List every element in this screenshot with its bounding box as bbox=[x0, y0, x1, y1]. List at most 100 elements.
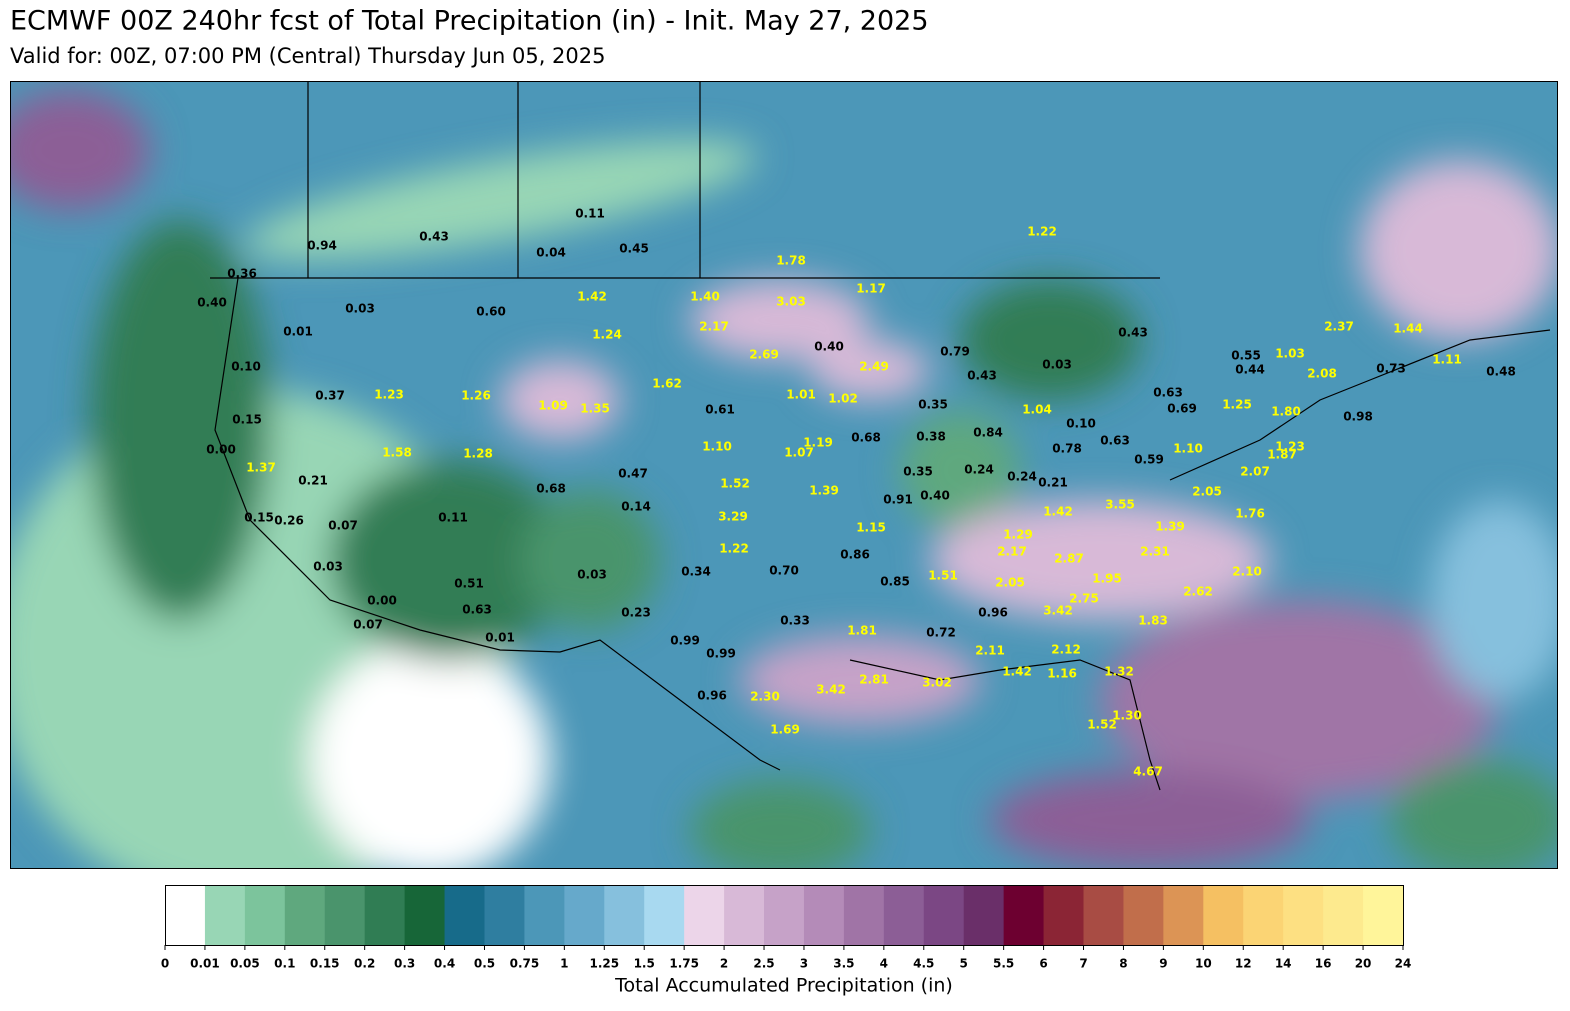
colorbar-segment bbox=[204, 885, 246, 945]
title: ECMWF 00Z 240hr fcst of Total Precipitat… bbox=[10, 6, 929, 37]
map-value-label: 1.52 bbox=[720, 477, 750, 491]
map-value-label: 0.03 bbox=[345, 302, 375, 316]
map-value-label: 0.04 bbox=[536, 246, 566, 260]
map-value-label: 1.42 bbox=[1043, 505, 1073, 519]
map-value-label: 1.39 bbox=[809, 484, 839, 498]
map-value-label: 4.67 bbox=[1133, 765, 1163, 779]
colorbar-tick-label: 16 bbox=[1315, 957, 1332, 971]
map-value-label: 0.35 bbox=[903, 465, 933, 479]
colorbar-tick-label: 8 bbox=[1119, 957, 1127, 971]
map-value-label: 3.55 bbox=[1105, 498, 1135, 512]
colorbar-segment bbox=[1043, 885, 1085, 945]
map-value-label: 1.17 bbox=[856, 282, 886, 296]
map-value-label: 0.99 bbox=[706, 647, 736, 661]
colorbar-tick-label: 3 bbox=[800, 957, 808, 971]
map-value-label: 0.68 bbox=[536, 482, 566, 496]
colorbar-tick-label: 1.75 bbox=[669, 957, 699, 971]
colorbar-tick-label: 0.3 bbox=[394, 957, 415, 971]
map-value-label: 0.94 bbox=[307, 239, 337, 253]
colorbar-tick-label: 0.1 bbox=[274, 957, 295, 971]
colorbar-segment bbox=[803, 885, 845, 945]
map-value-label: 0.43 bbox=[967, 369, 997, 383]
map-value-label: 1.11 bbox=[1432, 353, 1462, 367]
map-value-label: 2.75 bbox=[1069, 592, 1099, 606]
colorbar-tick-label: 0.05 bbox=[230, 957, 260, 971]
colorbar-segment bbox=[564, 885, 605, 945]
colorbar-tick-label: 14 bbox=[1275, 957, 1292, 971]
map-value-label: 2.30 bbox=[750, 690, 780, 704]
colorbar-segment bbox=[724, 885, 765, 945]
map-value-label: 1.39 bbox=[1155, 520, 1185, 534]
colorbar-segment bbox=[324, 885, 366, 945]
map-value-label: 2.17 bbox=[997, 545, 1027, 559]
map-value-label: 0.15 bbox=[244, 511, 274, 525]
map-value-label: 1.29 bbox=[1003, 528, 1033, 542]
map-value-label: 0.03 bbox=[1042, 358, 1072, 372]
map-value-label: 0.00 bbox=[206, 443, 236, 457]
colorbar-segment bbox=[684, 885, 725, 945]
map-value-label: 0.36 bbox=[227, 267, 257, 281]
map-value-label: 1.02 bbox=[828, 392, 858, 406]
colorbar: 0 0.01 0.05 0.1 0.15 0.2 0.3 0.4 0.5 0.75 1 1.25 1.5… bbox=[161, 885, 1411, 971]
map-value-label: 1.23 bbox=[1275, 440, 1305, 454]
map-value-label: 0.24 bbox=[964, 463, 994, 477]
colorbar-tick-label: 2.5 bbox=[753, 957, 774, 971]
map-value-label: 1.04 bbox=[1022, 403, 1052, 417]
map-value-label: 1.87 bbox=[1267, 448, 1297, 462]
map-value-label: 0.03 bbox=[313, 560, 343, 574]
map-value-label: 0.03 bbox=[577, 568, 607, 582]
colorbar-segment bbox=[1083, 885, 1124, 945]
map-value-label: 2.05 bbox=[1192, 485, 1222, 499]
map-value-label: 1.42 bbox=[1002, 665, 1032, 679]
map-value-label: 1.69 bbox=[770, 723, 800, 737]
colorbar-segment bbox=[244, 885, 286, 945]
map-value-label: 1.95 bbox=[1092, 572, 1122, 586]
colorbar-tick-label: 20 bbox=[1355, 957, 1372, 971]
map-value-label: 0.35 bbox=[918, 398, 948, 412]
map-value-label: 0.69 bbox=[1167, 402, 1197, 416]
colorbar-frame bbox=[165, 885, 1404, 946]
colorbar-tick-label: 0.5 bbox=[474, 957, 495, 971]
colorbar-segment bbox=[963, 885, 1005, 945]
map-value-label: 0.34 bbox=[681, 565, 711, 579]
colorbar-tick-label: 1.25 bbox=[589, 957, 619, 971]
map-value-label: 0.61 bbox=[705, 403, 735, 417]
map-value-label: 2.87 bbox=[1054, 552, 1084, 566]
colorbar-segment bbox=[404, 885, 446, 945]
map-value-label: 1.01 bbox=[786, 388, 816, 402]
map-value-label: 0.48 bbox=[1486, 365, 1516, 379]
map-labels: 0.11 0.94 0.43 0.04 0.45 1.22 0.36 1.78 1.17 0.40… bbox=[197, 207, 1516, 779]
map-value-label: 0.91 bbox=[883, 493, 913, 507]
map-value-label: 1.25 bbox=[1222, 398, 1252, 412]
map-value-label: 2.12 bbox=[1051, 643, 1081, 657]
map-value-label: 0.38 bbox=[916, 430, 946, 444]
colorbar-segment bbox=[1203, 885, 1244, 945]
map-value-label: 1.44 bbox=[1393, 322, 1423, 336]
colorbar-tick-label: 0 bbox=[161, 957, 169, 971]
map-value-label: 0.01 bbox=[485, 631, 515, 645]
colorbar-tick-label: 0.15 bbox=[310, 957, 340, 971]
map-value-label: 2.07 bbox=[1240, 465, 1270, 479]
map-value-label: 2.81 bbox=[859, 673, 889, 687]
map-value-label: 1.35 bbox=[580, 402, 610, 416]
map-value-label: 2.49 bbox=[859, 360, 889, 374]
map-value-label: 0.11 bbox=[438, 511, 468, 525]
map-value-label: 2.31 bbox=[1140, 545, 1170, 559]
map-value-label: 0.98 bbox=[1343, 410, 1373, 424]
colorbar-segment bbox=[1283, 885, 1324, 945]
colorbar-segment bbox=[284, 885, 326, 945]
map-value-label: 1.40 bbox=[690, 290, 720, 304]
map-value-label: 2.62 bbox=[1183, 585, 1213, 599]
map-value-label: 0.40 bbox=[814, 340, 844, 354]
map-value-label: 2.10 bbox=[1232, 565, 1262, 579]
map-value-label: 1.83 bbox=[1138, 614, 1168, 628]
map-value-label: 2.11 bbox=[975, 644, 1005, 658]
map-value-label: 0.96 bbox=[697, 689, 727, 703]
map-value-label: 0.01 bbox=[283, 325, 313, 339]
map-value-label: 1.10 bbox=[1173, 442, 1203, 456]
colorbar-tick-label: 3.5 bbox=[833, 957, 854, 971]
colorbar-segment bbox=[883, 885, 925, 945]
map-value-label: 0.70 bbox=[769, 564, 799, 578]
map-value-label: 0.51 bbox=[454, 577, 484, 591]
map-value-label: 0.40 bbox=[920, 489, 950, 503]
